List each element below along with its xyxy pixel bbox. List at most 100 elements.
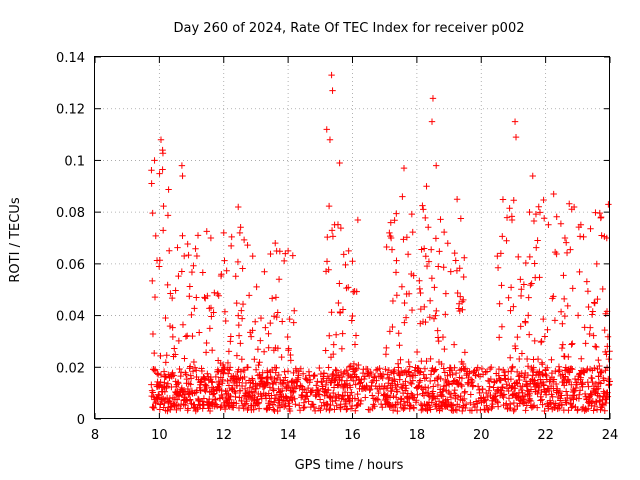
data-point [536, 209, 544, 216]
data-point [408, 210, 416, 218]
data-point [192, 245, 199, 252]
y-tick-label: 0 [77, 413, 85, 428]
data-point [357, 397, 365, 405]
data-point [186, 292, 193, 300]
data-point [249, 376, 256, 384]
data-point [411, 372, 419, 379]
data-point [289, 389, 297, 396]
data-point [275, 276, 283, 283]
data-point [193, 294, 200, 301]
data-point [605, 201, 612, 208]
data-point [238, 315, 246, 322]
data-point [589, 378, 596, 386]
data-point [330, 370, 337, 378]
data-point [193, 367, 200, 374]
data-point [218, 403, 225, 410]
data-point [488, 364, 495, 371]
data-point [539, 361, 546, 368]
data-point [286, 407, 294, 415]
data-point [351, 395, 359, 402]
data-point [236, 379, 243, 386]
y-axis-ticks: 0 0.02 0.04 0.06 0.08 0.1 0.12 0.14 [56, 51, 610, 428]
data-point [442, 290, 450, 297]
data-point [488, 404, 495, 412]
data-point [325, 202, 333, 210]
data-point [511, 384, 519, 392]
data-point [550, 293, 557, 300]
data-point [447, 268, 454, 275]
data-point [154, 383, 162, 390]
data-point [262, 324, 269, 331]
data-point [273, 364, 280, 372]
data-point [522, 259, 530, 267]
data-point [425, 391, 432, 399]
data-point [417, 368, 424, 375]
data-point [255, 399, 263, 407]
data-point [270, 406, 277, 413]
data-point [226, 364, 234, 371]
data-point [150, 403, 157, 411]
data-point [425, 258, 433, 265]
data-point [282, 374, 289, 381]
data-point [346, 398, 354, 406]
data-point [563, 249, 571, 257]
data-point [151, 366, 159, 373]
x-tick-label: 22 [537, 428, 554, 443]
data-point [507, 368, 515, 375]
data-point [576, 387, 584, 394]
data-point [509, 363, 516, 370]
data-point [392, 269, 400, 276]
data-point [150, 404, 158, 412]
data-point [578, 355, 585, 362]
data-point [338, 373, 346, 381]
data-point [304, 384, 312, 392]
data-point [156, 170, 163, 177]
data-point [440, 228, 448, 236]
data-point [334, 221, 342, 228]
data-point [416, 285, 423, 293]
data-point [416, 277, 423, 284]
data-point [534, 237, 541, 244]
data-point [426, 314, 434, 321]
data-point [591, 364, 598, 372]
data-point [373, 377, 380, 384]
data-point [213, 401, 220, 408]
data-point [184, 397, 191, 405]
data-point [383, 393, 390, 400]
data-point [273, 313, 280, 321]
data-point [457, 381, 465, 388]
data-point [151, 349, 158, 357]
data-point [410, 404, 418, 412]
data-point [550, 376, 558, 383]
data-point [240, 236, 248, 244]
data-point [166, 395, 174, 402]
data-point [332, 366, 339, 374]
data-point [428, 275, 436, 282]
data-point [580, 233, 587, 241]
data-point [203, 228, 210, 235]
data-point [397, 356, 404, 363]
data-point [178, 384, 186, 392]
data-point [499, 383, 507, 391]
data-point [211, 390, 218, 397]
data-point [239, 300, 247, 308]
data-point [400, 405, 407, 413]
data-point [540, 315, 547, 323]
data-point [507, 375, 515, 383]
data-point [525, 312, 532, 319]
data-point [550, 190, 557, 198]
data-point [188, 268, 196, 276]
data-point [357, 379, 364, 386]
data-point [148, 167, 155, 174]
data-point [499, 392, 506, 399]
data-point [419, 202, 426, 209]
data-point [540, 215, 548, 222]
data-point [562, 373, 569, 380]
data-point [458, 375, 466, 382]
data-point [181, 389, 189, 397]
data-point [382, 366, 389, 373]
data-point [553, 250, 560, 258]
data-point [173, 396, 181, 403]
data-point [206, 407, 214, 415]
data-point [151, 157, 158, 164]
